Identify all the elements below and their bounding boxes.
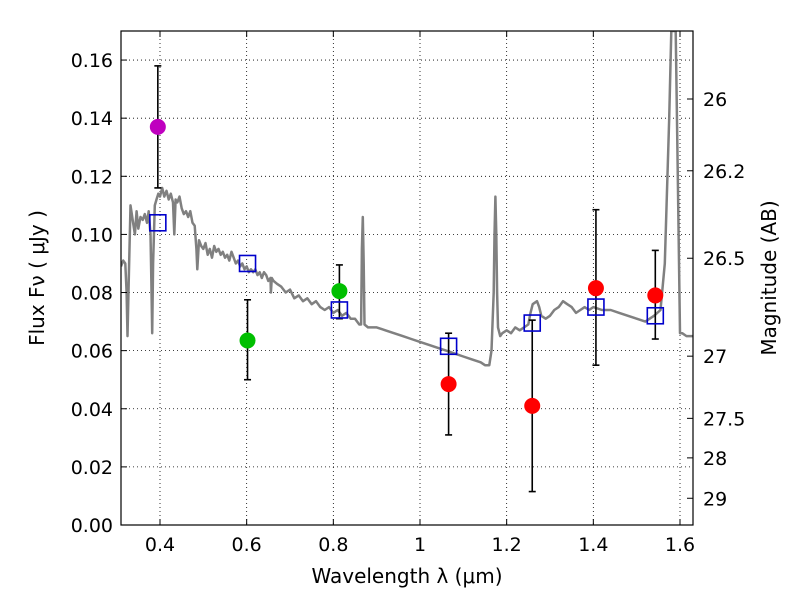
- model-photometry-markers: [149, 213, 665, 356]
- y-right-tick-label: 27: [703, 346, 727, 368]
- x-tick-label: 1.6: [665, 534, 695, 556]
- model-photometry-marker: [587, 298, 605, 316]
- observed-point: [647, 287, 664, 304]
- y-right-tick-label: 26.2: [703, 161, 745, 183]
- spectrum-line: [121, 31, 693, 367]
- model-photometry-marker: [523, 314, 542, 332]
- observed-point: [524, 397, 541, 414]
- y-right-tick-label: 28: [703, 448, 727, 470]
- y-axis-title: Flux Fν ( μJy ): [25, 210, 49, 346]
- y-tick-label: 0.16: [71, 50, 113, 72]
- observed-point: [440, 376, 457, 393]
- x-tick-label: 1.2: [492, 534, 522, 556]
- model-photometry-marker: [439, 337, 458, 356]
- plot-frame: [120, 30, 694, 526]
- axis-ticks: 0.4 0.6 0.8 1 1.2 1.4 1.6 0.00 0.02 0.04 0.06 0.08 0…: [71, 31, 745, 556]
- x-tick-label: 1: [414, 534, 426, 556]
- x-tick-label: 0.4: [145, 534, 175, 556]
- x-axis-title: Wavelength λ (μm): [311, 564, 502, 588]
- observed-point: [587, 280, 604, 297]
- y-right-tick-label: 26: [703, 89, 727, 111]
- model-photometry-marker: [149, 213, 167, 232]
- y-tick-label: 0.10: [71, 224, 113, 246]
- y-tick-label: 0.14: [71, 108, 113, 130]
- x-tick-label: 0.6: [232, 534, 262, 556]
- model-spectrum: [121, 31, 693, 367]
- y-right-tick-label: 26.5: [703, 248, 745, 270]
- model-photometry-marker: [646, 306, 665, 325]
- model-photometry-marker: [238, 254, 257, 273]
- y-tick-label: 0.12: [71, 166, 113, 188]
- y-right-axis-title: Magnitude (AB): [757, 200, 781, 355]
- observed-points: [149, 118, 664, 414]
- observed-point: [331, 283, 348, 300]
- observed-point: [239, 332, 256, 349]
- x-tick-label: 0.8: [318, 534, 348, 556]
- y-tick-label: 0.00: [71, 515, 113, 537]
- y-right-tick-label: 29: [703, 488, 727, 510]
- y-tick-label: 0.08: [71, 283, 113, 305]
- y-right-tick-label: 27.5: [703, 408, 745, 430]
- y-tick-label: 0.06: [71, 341, 113, 363]
- y-tick-label: 0.02: [71, 457, 113, 479]
- plot-background: [121, 31, 693, 525]
- y-tick-label: 0.04: [71, 399, 113, 421]
- model-photometry-marker: [330, 301, 349, 319]
- x-tick-label: 1.4: [578, 534, 608, 556]
- observed-point: [149, 118, 166, 135]
